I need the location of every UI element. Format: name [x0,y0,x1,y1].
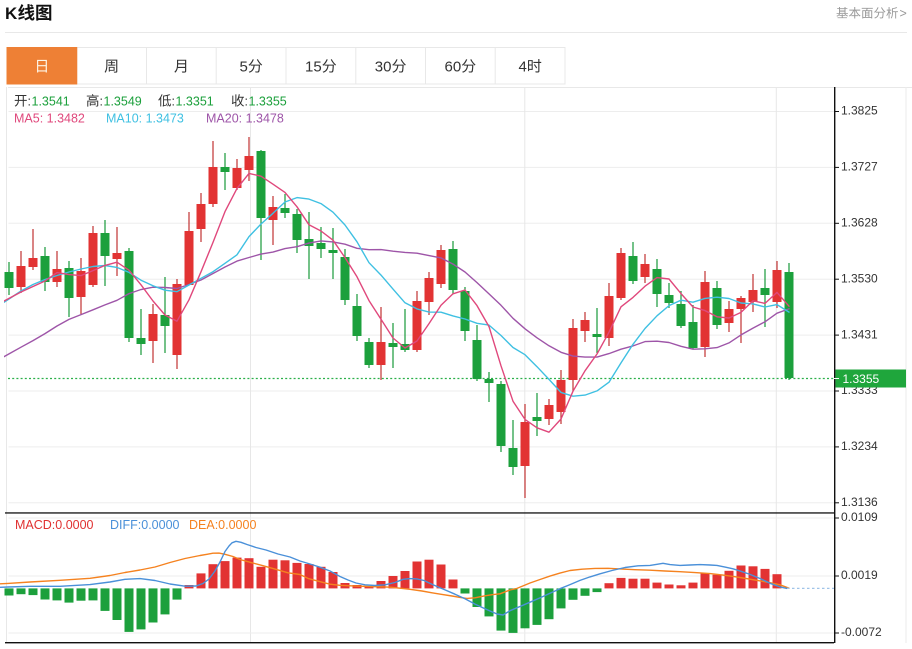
svg-text:MACD:0.0000: MACD:0.0000 [15,518,94,532]
svg-text::: : [28,95,31,109]
svg-text:MA20: 1.3478: MA20: 1.3478 [206,112,284,126]
svg-text:5: 5 [313,59,321,76]
svg-text::: : [245,95,248,109]
svg-text:1.3549: 1.3549 [104,95,142,109]
svg-text:1.3355: 1.3355 [249,95,287,109]
svg-text:DIFF:0.0000: DIFF:0.0000 [110,518,180,532]
svg-text:1: 1 [305,59,313,76]
svg-text:0: 0 [383,59,391,76]
svg-text:0.0109: 0.0109 [841,510,878,524]
svg-text:1.3825: 1.3825 [841,104,878,118]
svg-text:1.3234: 1.3234 [841,439,878,453]
svg-text:-0.0072: -0.0072 [841,625,882,639]
svg-text:1.3431: 1.3431 [841,327,878,341]
svg-text::: : [172,95,175,109]
svg-text:1.3541: 1.3541 [32,95,70,109]
svg-text:1.3136: 1.3136 [841,495,878,509]
svg-text:1.3351: 1.3351 [176,95,214,109]
svg-text:K: K [5,4,18,23]
svg-text::: : [100,95,103,109]
svg-text:6: 6 [445,59,453,76]
svg-text:MA10: 1.3473: MA10: 1.3473 [106,112,184,126]
svg-text:0: 0 [453,59,461,76]
svg-text:3: 3 [375,59,383,76]
svg-text:DEA:0.0000: DEA:0.0000 [189,518,256,532]
svg-text:4: 4 [519,59,527,76]
svg-text:0.0019: 0.0019 [841,568,878,582]
svg-text:1.3727: 1.3727 [841,160,878,174]
svg-text:>: > [900,7,907,21]
svg-text:1.3628: 1.3628 [841,216,878,230]
svg-text:MA5: 1.3482: MA5: 1.3482 [14,112,85,126]
svg-text:5: 5 [240,59,248,76]
svg-text:1.3355: 1.3355 [843,372,880,386]
svg-text:1.3530: 1.3530 [841,271,878,285]
